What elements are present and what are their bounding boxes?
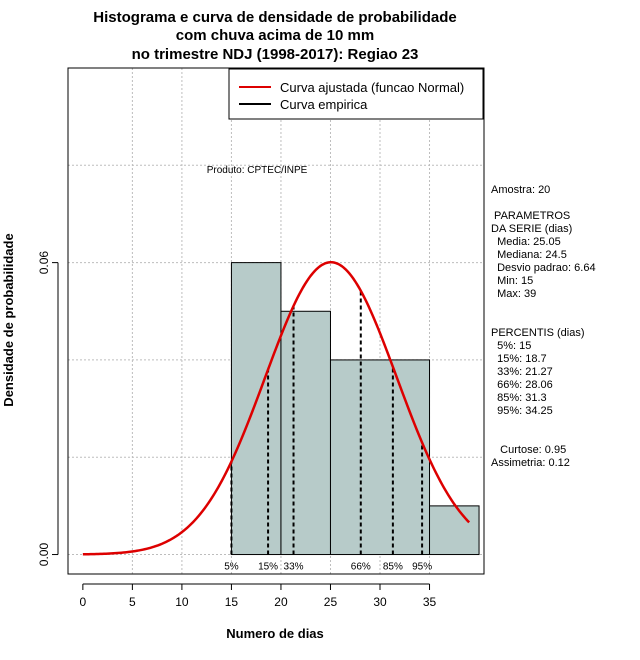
statistics-line: Min: 15 [491,275,533,287]
chart-title-line-3: no trimestre NDJ (1998-2017): Regiao 23 [132,46,419,63]
x-tick-label: 5 [129,595,136,609]
y-axis: 0.00 0.06 [37,251,59,567]
statistics-line: Desvio padrao: 6.64 [491,262,596,274]
x-tick-label: 25 [324,595,338,609]
statistics-line: PARAMETROS [491,210,570,222]
fitted-curve-layer [82,260,471,556]
chart-title-line-2: com chuva acima de 10 mm [176,27,374,44]
statistics-line: Assimetria: 0.12 [491,457,570,469]
percentile-label: 85% [383,562,403,573]
percentile-label: 66% [351,562,371,573]
percentile-lines [230,290,424,555]
percentile-label: 15% [258,562,278,573]
statistics-line: Max: 39 [491,288,536,300]
percentile-label: 33% [284,562,304,573]
statistics-line: 95%: 34.25 [491,405,553,417]
chart-title-line-1: Histograma e curva de densidade de proba… [93,9,456,26]
product-annotation: Produto: CPTEC/INPE [207,165,308,176]
y-tick-label: 0.06 [37,251,51,275]
statistics-line: 15%: 18.7 [491,353,547,365]
plot-frame [67,67,485,575]
histogram-bar [230,262,282,556]
chart-title: Histograma e curva de densidade de proba… [93,9,456,63]
percentile-labels: 5% 15% 33% 66% 85% 95% [224,562,432,573]
statistics-line: PERCENTIS (dias) [491,327,585,339]
legend-fitted-label: Curva ajustada (funcao Normal) [280,80,464,95]
statistics-line: Amostra: 20 [491,184,550,196]
x-tick-label: 30 [373,595,387,609]
statistics-line: Mediana: 24.5 [491,249,567,261]
statistics-line: DA SERIE (dias) [491,223,572,235]
x-tick-label: 20 [274,595,288,609]
x-axis-title: Numero de dias [226,626,324,641]
statistics-line: Curtose: 0.95 [491,444,566,456]
histogram-bars [230,262,480,556]
fitted-normal-curve [82,260,471,556]
statistics-line: 85%: 31.3 [491,392,547,404]
histogram-bar [429,505,480,556]
y-axis-title: Densidade de probabilidade [1,233,16,406]
x-tick-label: 10 [175,595,189,609]
legend-box [228,68,484,120]
statistics-line: 33%: 21.27 [491,366,553,378]
x-tick-label: 15 [225,595,239,609]
legend-empirical-label: Curva empirica [280,97,368,112]
y-tick-label: 0.00 [37,543,51,567]
statistics-line: Media: 25.05 [491,236,561,248]
x-tick-label: 35 [423,595,437,609]
x-tick-label: 0 [80,595,87,609]
x-axis: 0 5 10 15 20 25 30 35 [80,583,437,609]
statistics-line: 5%: 15 [491,340,531,352]
histogram-bar [280,310,331,556]
legend: Curva ajustada (funcao Normal) Curva emp… [228,68,484,120]
percentile-label: 95% [412,562,432,573]
statistics-line: 66%: 28.06 [491,379,553,391]
histogram-bar [329,359,431,556]
percentile-label: 5% [224,562,239,573]
